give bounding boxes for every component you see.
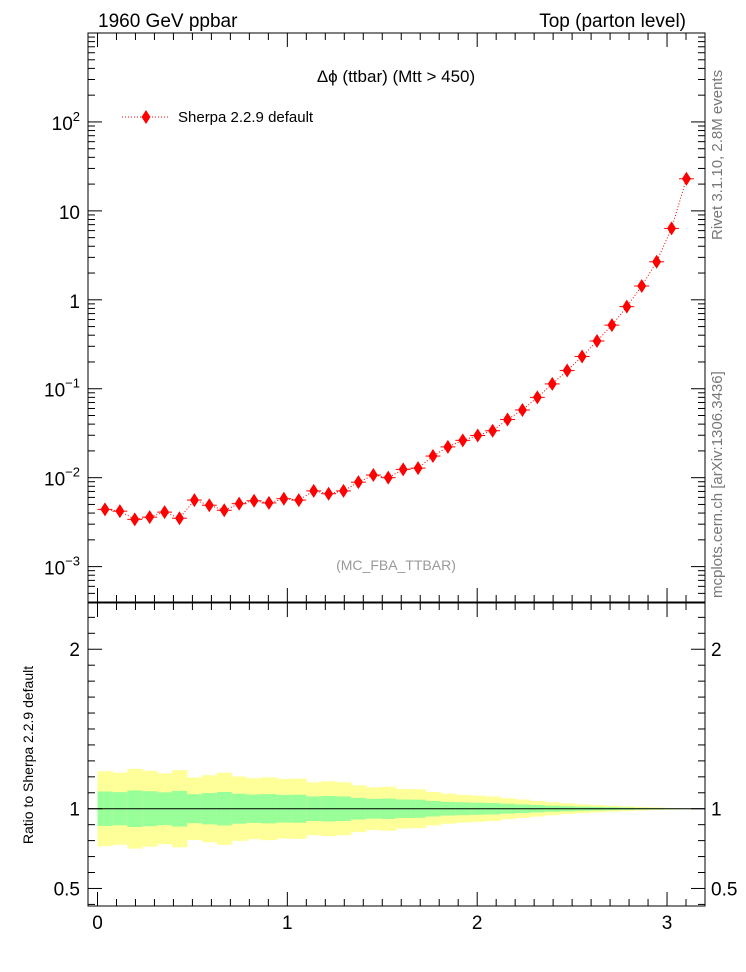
data-point (383, 470, 393, 485)
legend-label: Sherpa 2.2.9 default (178, 109, 314, 126)
data-point (249, 493, 259, 508)
y-tick-label: 10−2 (44, 465, 80, 491)
ratio-bands (88, 768, 705, 849)
main-y-axis: 10−3 10−2 10−1 1 10 102 (44, 36, 705, 603)
data-point (413, 461, 423, 476)
data-point (547, 376, 557, 391)
ratio-plot: 0.5 0.5 1 1 2 2 0 1 2 3 Ratio to Sherpa 2.2.9 de… (20, 602, 737, 934)
data-point (339, 483, 349, 498)
data-point (473, 428, 483, 443)
y-tick-label: 10−1 (44, 376, 80, 402)
ratio-frame-rect (87, 602, 706, 907)
data-point (592, 333, 602, 348)
data-point (681, 171, 691, 186)
data-point (234, 496, 244, 511)
main-x-axis (96, 33, 706, 602)
legend-marker (141, 110, 151, 124)
ratio-y-tick-label-right: 2 (711, 640, 722, 661)
data-point (607, 318, 617, 333)
ratio-plot-frame (87, 602, 706, 907)
ratio-y-tick-label-right: 1 (711, 800, 722, 821)
main-frame-rect (87, 32, 706, 603)
mcplots-label: mcplots.cern.ch [arXiv:1306.3436] (709, 371, 726, 598)
y-tick-label: 102 (52, 109, 80, 135)
data-point (324, 486, 334, 501)
data-point (652, 254, 662, 269)
header-left: 1960 GeV ppbar (98, 11, 238, 32)
data-point (100, 502, 110, 517)
y-tick-label: 10 (59, 203, 80, 224)
data-point (428, 449, 438, 464)
data-point (175, 511, 185, 526)
y-tick-label: 10−3 (44, 554, 80, 580)
data-point (562, 363, 572, 378)
x-tick-label: 2 (472, 913, 483, 934)
data-point (145, 510, 155, 525)
data-point (130, 512, 140, 527)
data-point (279, 491, 289, 506)
data-point (577, 349, 587, 364)
data-point (353, 475, 363, 490)
ratio-y-tick-label: 0.5 (54, 879, 80, 900)
x-tick-label: 1 (282, 913, 293, 934)
data-point (637, 279, 647, 294)
analysis-watermark: (MC_FBA_TTBAR) (336, 557, 456, 573)
plot-title: Δϕ (ttbar) (Mtt > 450) (317, 67, 475, 86)
series-line (104, 178, 687, 520)
ratio-ylabel: Ratio to Sherpa 2.2.9 default (20, 666, 36, 844)
data-point (309, 483, 319, 498)
data-point (488, 423, 498, 438)
rivet-label: Rivet 3.1.10, 2.8M events (709, 70, 726, 240)
main-plot-frame (87, 32, 706, 603)
data-point (204, 498, 214, 513)
x-tick-label: 3 (662, 913, 673, 934)
main-plot: 10−3 10−2 10−1 1 10 102 Δϕ (ttbar) (Mtt > 450… (44, 32, 706, 603)
data-point (160, 505, 170, 520)
data-point (368, 468, 378, 483)
data-point (443, 439, 453, 454)
ratio-y-tick-label: 1 (69, 800, 80, 821)
data-point (667, 221, 677, 236)
series-points (97, 171, 694, 527)
data-point (115, 504, 125, 519)
data-point (622, 299, 632, 314)
ratio-y-tick-label: 2 (69, 640, 80, 661)
data-point (294, 493, 304, 508)
ratio-x-axis: 0 1 2 3 (92, 603, 706, 934)
legend: Sherpa 2.2.9 default (122, 109, 314, 126)
data-point (398, 462, 408, 477)
ratio-y-axis: 0.5 0.5 1 1 2 2 (54, 616, 737, 905)
data-point (458, 433, 468, 448)
data-point (517, 402, 527, 417)
data-point (219, 503, 229, 518)
data-point (532, 390, 542, 405)
y-tick-label: 1 (69, 292, 80, 313)
series-polyline (104, 178, 687, 520)
data-point (189, 493, 199, 508)
x-tick-label: 0 (92, 913, 103, 934)
data-point (503, 412, 513, 427)
ratio-y-tick-label-right: 0.5 (711, 879, 737, 900)
header-right: Top (parton level) (539, 11, 686, 32)
data-point (264, 495, 274, 510)
